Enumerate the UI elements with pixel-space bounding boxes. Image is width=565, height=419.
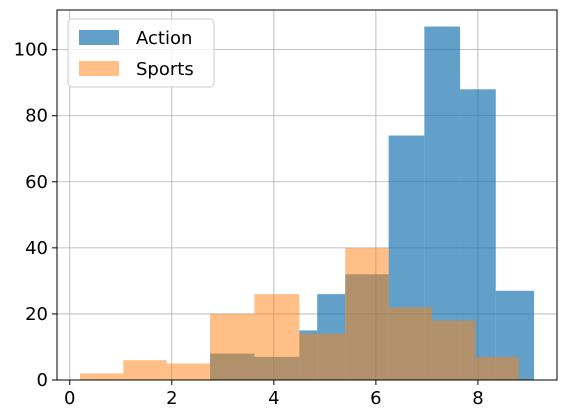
bar-sports	[254, 294, 300, 380]
bar-sports	[475, 356, 519, 380]
x-tick-label: 4	[268, 388, 279, 409]
y-tick-label: 0	[37, 370, 48, 391]
legend-label-sports: Sports	[136, 59, 194, 80]
y-tick-label: 40	[25, 238, 48, 259]
bar-sports	[123, 360, 167, 380]
bar-sports	[79, 373, 124, 380]
histogram-bars	[79, 26, 535, 381]
x-tick-label: 0	[64, 388, 75, 409]
bar-sports	[210, 313, 255, 380]
legend: Action Sports	[67, 18, 215, 88]
x-tick-label: 2	[166, 388, 177, 409]
bar-sports	[388, 307, 432, 380]
bar-sports	[299, 333, 346, 380]
y-tick-label: 60	[25, 172, 48, 193]
y-tick-label: 100	[14, 40, 48, 61]
bar-sports	[432, 320, 476, 380]
y-tick-label: 80	[25, 106, 48, 127]
x-tick-label: 6	[370, 388, 381, 409]
x-tick-label: 8	[472, 388, 483, 409]
bar-sports	[345, 247, 389, 380]
bar-sports	[166, 363, 211, 380]
plot-frame	[56, 9, 558, 381]
legend-label-action: Action	[136, 28, 192, 49]
legend-swatch-sports	[79, 61, 119, 76]
y-tick-label: 20	[25, 304, 48, 325]
legend-swatch-action	[79, 30, 119, 45]
